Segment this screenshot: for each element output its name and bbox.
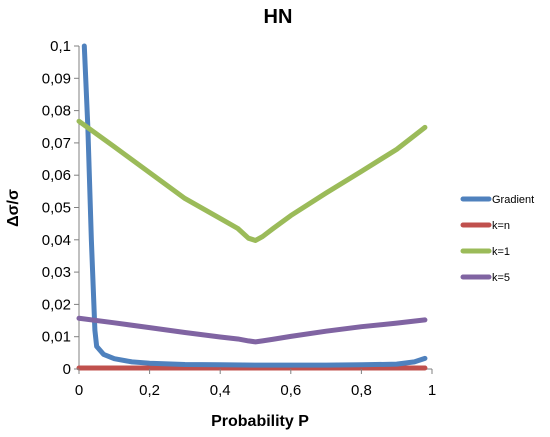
y-tick-label: 0,09 [42,70,71,87]
legend-label-k-5: k=5 [492,272,510,284]
x-tick-label: 1 [428,382,436,399]
y-tick-label: 0,04 [42,232,71,249]
x-tick-label: 0,8 [351,382,372,399]
series-line-k-1 [76,118,428,243]
y-tick-label: 0,05 [42,200,71,217]
y-tick-label: 0 [63,361,71,378]
y-tick-label: 0,01 [42,329,71,346]
x-tick-label: 0,4 [210,382,231,399]
x-tick-label: 0 [75,382,83,399]
y-tick-label: 0,02 [42,296,71,313]
x-axis-label: Probability P [211,413,309,430]
legend: Gradient k=n k=1 k=5 [460,194,534,284]
x-tick-label: 0,2 [139,382,160,399]
y-tick-label: 0,06 [42,167,71,184]
series-line-k-5 [76,315,428,345]
series-line-gradient [81,43,428,368]
legend-label-gradient: Gradient [492,194,534,206]
legend-label-k-1: k=1 [492,246,510,258]
chart-title: HN [264,6,293,28]
y-tick-label: 0,07 [42,135,71,152]
x-tick-label: 0,6 [280,382,301,399]
y-axis-label: Δσ/σ [5,189,22,227]
legend-label-k-n: k=n [492,220,510,232]
y-tick-label: 0,1 [50,38,71,55]
y-tick-label: 0,08 [42,103,71,120]
y-tick-label: 0,03 [42,264,71,281]
